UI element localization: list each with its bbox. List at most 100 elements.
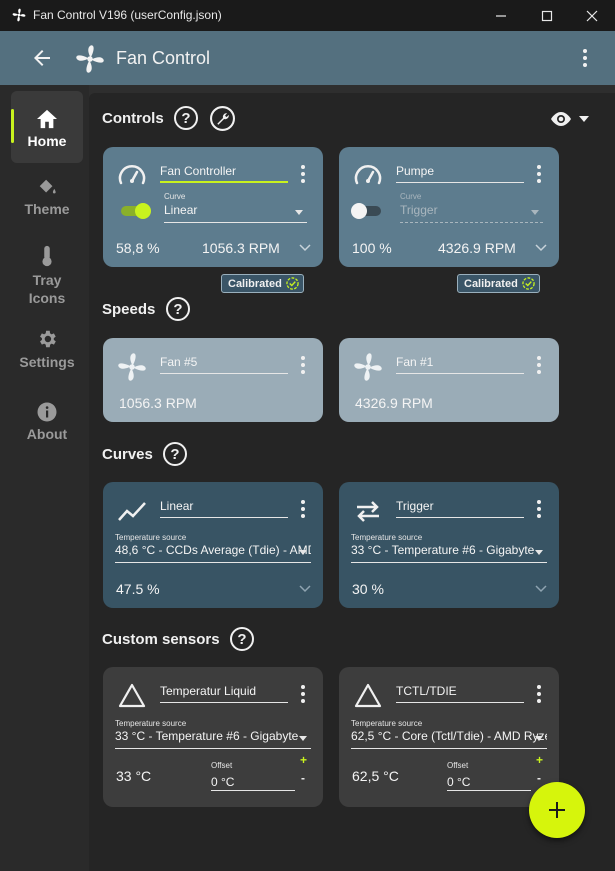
offset-label: Offset — [447, 761, 469, 770]
nav-item-home[interactable]: Home — [11, 91, 83, 163]
temp-source-select[interactable]: 62,5 °C - Core (Tctl/Tdie) - AMD Ryzen — [351, 729, 547, 749]
eye-visibility-icon[interactable] — [549, 111, 573, 127]
maximize-icon — [541, 10, 553, 21]
control-enable-toggle[interactable] — [119, 203, 151, 219]
linear-curve-icon — [118, 502, 146, 521]
custom-sensor-card[interactable]: Temperatur Liquid Temperature source 33 … — [103, 667, 323, 807]
sensor-more-button[interactable] — [537, 685, 543, 703]
speed-name-input[interactable]: Fan #5 — [160, 352, 288, 374]
nav-label-home: Home — [27, 133, 67, 149]
sensor-value: 33 °C — [116, 768, 152, 784]
nav-item-settings[interactable]: Settings — [11, 328, 83, 374]
curve-more-button[interactable] — [301, 500, 307, 518]
fan-icon — [118, 353, 146, 381]
fan-icon — [354, 353, 382, 381]
main-panel: Controls ? Fan Controller Curve — [89, 93, 615, 871]
gear-icon — [40, 330, 56, 348]
sensor-value: 62,5 °C — [352, 768, 399, 784]
control-card[interactable]: Fan Controller Curve Linear 58,8 % 1056.… — [103, 147, 323, 267]
nav-label-theme: Theme — [24, 201, 70, 217]
speed-rpm: 1056.3 RPM — [119, 395, 197, 411]
window-title: Fan Control V196 (userConfig.json) — [33, 8, 222, 22]
speed-card[interactable]: Fan #5 1056.3 RPM — [103, 338, 323, 422]
speed-rpm: 4326.9 RPM — [355, 395, 433, 411]
temp-source-select[interactable]: 33 °C - Temperature #6 - Gigabyte — [351, 543, 547, 563]
section-title-custom-sensors: Custom sensors — [102, 631, 220, 648]
maximize-button[interactable] — [524, 0, 570, 31]
close-icon — [586, 10, 598, 21]
fan-app-icon — [12, 8, 26, 22]
curve-card[interactable]: Linear Temperature source 48,6 °C - CCDs… — [103, 482, 323, 608]
curve-name-input[interactable]: Trigger — [396, 496, 524, 518]
help-speeds-button[interactable]: ? — [166, 297, 190, 321]
help-curves-button[interactable]: ? — [163, 442, 187, 466]
offset-decrement-button[interactable]: - — [537, 771, 541, 785]
window-title-bar: Fan Control V196 (userConfig.json) — [0, 0, 615, 31]
offset-decrement-button[interactable]: - — [301, 771, 305, 785]
chevron-down-icon[interactable] — [579, 116, 589, 122]
main-content: Controls ? Fan Controller Curve — [89, 85, 615, 871]
temp-source-label: Temperature source — [351, 533, 423, 542]
temp-source-select[interactable]: 33 °C - Temperature #6 - Gigabyte — [115, 729, 311, 749]
custom-sensor-card[interactable]: TCTL/TDIE Temperature source 62,5 °C - C… — [339, 667, 559, 807]
help-custom-sensors-button[interactable]: ? — [230, 627, 254, 651]
sensor-name-input[interactable]: TCTL/TDIE — [396, 681, 524, 703]
app-header: Fan Control — [0, 31, 615, 85]
add-fab-button[interactable] — [529, 782, 585, 838]
header-title: Fan Control — [116, 48, 211, 68]
close-button[interactable] — [569, 0, 615, 31]
offset-increment-button[interactable]: + — [300, 753, 308, 767]
speed-card[interactable]: Fan #1 4326.9 RPM — [339, 338, 559, 422]
curve-value: 47.5 % — [116, 581, 160, 597]
curve-label: Curve — [400, 192, 422, 201]
curve-select[interactable]: Linear — [164, 203, 307, 223]
nav-item-about[interactable]: About — [11, 402, 83, 448]
control-more-button[interactable] — [537, 165, 543, 183]
sensor-more-button[interactable] — [301, 685, 307, 703]
control-name-input[interactable]: Pumpe — [396, 161, 524, 183]
control-name-input[interactable]: Fan Controller — [160, 161, 288, 183]
section-title-curves: Curves — [102, 446, 153, 463]
help-controls-button[interactable]: ? — [174, 106, 198, 130]
nav-label-tray: Tray — [32, 272, 62, 288]
control-card[interactable]: Pumpe Curve Trigger 100 % 4326.9 RPM — [339, 147, 559, 267]
offset-label: Offset — [211, 761, 233, 770]
curve-select[interactable]: Trigger — [400, 203, 543, 223]
curve-label: Curve — [164, 192, 186, 201]
calibrated-badge: Calibrated — [457, 274, 540, 293]
speed-more-button[interactable] — [537, 356, 543, 374]
sensor-name-input[interactable]: Temperatur Liquid — [160, 681, 288, 703]
more-vert-icon[interactable] — [576, 46, 594, 70]
nav-label-settings: Settings — [19, 354, 75, 370]
nav-item-theme[interactable]: Theme — [11, 177, 83, 227]
paint-bucket-icon — [39, 179, 56, 194]
nav-label-about: About — [26, 426, 68, 442]
triangle-delta-icon — [354, 683, 382, 708]
nav-item-tray-icons[interactable]: Tray Icons — [11, 245, 83, 307]
expand-chevron-icon[interactable] — [299, 244, 311, 252]
offset-increment-button[interactable]: + — [536, 753, 544, 767]
offset-input[interactable]: 0 °C — [211, 771, 295, 791]
curve-more-button[interactable] — [537, 500, 543, 518]
curve-name-input[interactable]: Linear — [160, 496, 288, 518]
wrench-icon[interactable] — [210, 106, 235, 131]
temp-source-select[interactable]: 48,6 °C - CCDs Average (Tdie) - AMD — [115, 543, 311, 563]
control-percent: 58,8 % — [116, 240, 160, 256]
expand-chevron-icon[interactable] — [535, 244, 547, 252]
expand-chevron-icon[interactable] — [535, 585, 547, 593]
calibrated-badge: Calibrated — [221, 274, 304, 293]
back-arrow-icon[interactable] — [30, 46, 54, 70]
control-more-button[interactable] — [301, 165, 307, 183]
check-circle-icon — [522, 277, 535, 290]
minimize-button[interactable] — [478, 0, 524, 31]
speedometer-icon — [354, 165, 382, 185]
offset-input[interactable]: 0 °C — [447, 771, 531, 791]
curve-card[interactable]: Trigger Temperature source 33 °C - Tempe… — [339, 482, 559, 608]
control-rpm: 4326.9 RPM — [438, 240, 516, 256]
speed-name-input[interactable]: Fan #1 — [396, 352, 524, 374]
expand-chevron-icon[interactable] — [299, 585, 311, 593]
plus-icon — [549, 802, 565, 818]
speed-more-button[interactable] — [301, 356, 307, 374]
control-enable-toggle[interactable] — [351, 203, 383, 219]
check-circle-icon — [286, 277, 299, 290]
